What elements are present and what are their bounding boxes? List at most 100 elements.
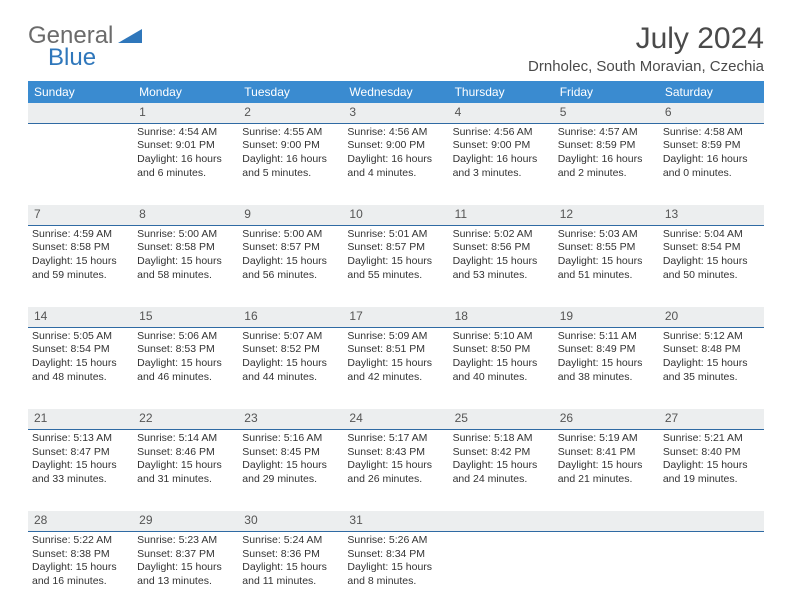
day-detail-row: Sunrise: 5:22 AMSunset: 8:38 PMDaylight:…: [28, 531, 764, 613]
day-number: 28: [28, 511, 133, 531]
day-number: 30: [238, 511, 343, 531]
day-info-line: Sunset: 8:58 PM: [137, 241, 234, 255]
day-info-line: Sunrise: 5:14 AM: [137, 432, 234, 446]
day-info-line: Sunrise: 5:11 AM: [558, 330, 655, 344]
day-info-line: Daylight: 15 hours: [242, 357, 339, 371]
day-info-line: and 21 minutes.: [558, 473, 655, 487]
day-number: 29: [133, 511, 238, 531]
day-info-line: Sunrise: 5:00 AM: [242, 228, 339, 242]
weekday-header: Friday: [554, 81, 659, 103]
day-info-line: Sunrise: 4:59 AM: [32, 228, 129, 242]
day-info-line: Daylight: 15 hours: [32, 561, 129, 575]
day-info-line: Sunset: 8:48 PM: [663, 343, 760, 357]
day-info-line: Sunrise: 5:13 AM: [32, 432, 129, 446]
day-info-line: and 2 minutes.: [558, 167, 655, 181]
day-info-line: Daylight: 15 hours: [137, 255, 234, 269]
day-cell: Sunrise: 4:59 AMSunset: 8:58 PMDaylight:…: [28, 225, 133, 307]
day-cell: Sunrise: 5:10 AMSunset: 8:50 PMDaylight:…: [449, 327, 554, 409]
day-info-line: Sunset: 8:55 PM: [558, 241, 655, 255]
day-info-line: Daylight: 16 hours: [242, 153, 339, 167]
day-info-line: and 11 minutes.: [242, 575, 339, 589]
day-info-line: Sunset: 8:45 PM: [242, 446, 339, 460]
day-cell: Sunrise: 5:26 AMSunset: 8:34 PMDaylight:…: [343, 531, 448, 613]
day-info-line: Daylight: 15 hours: [347, 255, 444, 269]
day-info-line: Daylight: 15 hours: [453, 357, 550, 371]
calendar-table: SundayMondayTuesdayWednesdayThursdayFrid…: [28, 81, 764, 613]
day-number: 4: [449, 103, 554, 123]
day-info-line: Sunset: 8:49 PM: [558, 343, 655, 357]
day-info-line: Daylight: 15 hours: [558, 459, 655, 473]
day-cell: Sunrise: 5:16 AMSunset: 8:45 PMDaylight:…: [238, 429, 343, 511]
day-info-line: Daylight: 15 hours: [242, 561, 339, 575]
day-info-line: Sunrise: 5:01 AM: [347, 228, 444, 242]
day-info-line: Sunset: 8:43 PM: [347, 446, 444, 460]
day-detail-row: Sunrise: 4:54 AMSunset: 9:01 PMDaylight:…: [28, 123, 764, 205]
day-info-line: Daylight: 15 hours: [347, 561, 444, 575]
day-info-line: Sunrise: 5:00 AM: [137, 228, 234, 242]
day-number: 15: [133, 307, 238, 327]
day-info-line: and 0 minutes.: [663, 167, 760, 181]
day-info-line: Daylight: 15 hours: [242, 459, 339, 473]
day-number: 7: [28, 205, 133, 225]
day-cell: Sunrise: 5:05 AMSunset: 8:54 PMDaylight:…: [28, 327, 133, 409]
day-info-line: and 8 minutes.: [347, 575, 444, 589]
day-info-line: Sunset: 8:53 PM: [137, 343, 234, 357]
day-info-line: Sunrise: 5:19 AM: [558, 432, 655, 446]
day-info-line: and 53 minutes.: [453, 269, 550, 283]
day-detail-row: Sunrise: 5:13 AMSunset: 8:47 PMDaylight:…: [28, 429, 764, 511]
day-info-line: Sunrise: 5:04 AM: [663, 228, 760, 242]
day-cell: Sunrise: 5:02 AMSunset: 8:56 PMDaylight:…: [449, 225, 554, 307]
day-info-line: and 56 minutes.: [242, 269, 339, 283]
day-info-line: Daylight: 15 hours: [32, 357, 129, 371]
day-info-line: Sunset: 9:00 PM: [453, 139, 550, 153]
day-info-line: Sunset: 8:42 PM: [453, 446, 550, 460]
day-number: [554, 511, 659, 531]
day-info-line: Daylight: 15 hours: [137, 459, 234, 473]
day-cell: Sunrise: 5:17 AMSunset: 8:43 PMDaylight:…: [343, 429, 448, 511]
day-number: 11: [449, 205, 554, 225]
day-info-line: Sunrise: 4:58 AM: [663, 126, 760, 140]
weekday-header: Thursday: [449, 81, 554, 103]
day-info-line: Sunset: 8:59 PM: [558, 139, 655, 153]
day-info-line: and 5 minutes.: [242, 167, 339, 181]
day-number: 18: [449, 307, 554, 327]
day-info-line: Sunset: 8:57 PM: [242, 241, 339, 255]
day-cell: Sunrise: 5:09 AMSunset: 8:51 PMDaylight:…: [343, 327, 448, 409]
day-number: 14: [28, 307, 133, 327]
weekday-header: Monday: [133, 81, 238, 103]
day-info-line: and 42 minutes.: [347, 371, 444, 385]
day-number: 1: [133, 103, 238, 123]
location: Drnholec, South Moravian, Czechia: [528, 58, 764, 75]
day-info-line: Daylight: 15 hours: [347, 459, 444, 473]
day-cell: Sunrise: 4:56 AMSunset: 9:00 PMDaylight:…: [343, 123, 448, 205]
day-info-line: Sunset: 8:57 PM: [347, 241, 444, 255]
day-number: 6: [659, 103, 764, 123]
day-info-line: Sunrise: 5:09 AM: [347, 330, 444, 344]
weekday-header: Sunday: [28, 81, 133, 103]
day-info-line: Daylight: 15 hours: [137, 357, 234, 371]
day-info-line: and 55 minutes.: [347, 269, 444, 283]
day-number: 27: [659, 409, 764, 429]
day-cell: Sunrise: 5:14 AMSunset: 8:46 PMDaylight:…: [133, 429, 238, 511]
day-cell: Sunrise: 5:06 AMSunset: 8:53 PMDaylight:…: [133, 327, 238, 409]
day-cell: [28, 123, 133, 205]
month-title: July 2024: [528, 22, 764, 56]
day-number-row: 14151617181920: [28, 307, 764, 327]
day-info-line: Sunrise: 5:12 AM: [663, 330, 760, 344]
weekday-header-row: SundayMondayTuesdayWednesdayThursdayFrid…: [28, 81, 764, 103]
day-cell: Sunrise: 5:13 AMSunset: 8:47 PMDaylight:…: [28, 429, 133, 511]
day-info-line: and 24 minutes.: [453, 473, 550, 487]
day-number: 13: [659, 205, 764, 225]
day-info-line: Sunrise: 4:55 AM: [242, 126, 339, 140]
day-number: 25: [449, 409, 554, 429]
day-info-line: Sunset: 9:00 PM: [347, 139, 444, 153]
day-number: 24: [343, 409, 448, 429]
day-info-line: Sunset: 8:40 PM: [663, 446, 760, 460]
day-info-line: Sunset: 8:41 PM: [558, 446, 655, 460]
weekday-header: Wednesday: [343, 81, 448, 103]
day-info-line: Sunrise: 5:26 AM: [347, 534, 444, 548]
day-cell: Sunrise: 4:55 AMSunset: 9:00 PMDaylight:…: [238, 123, 343, 205]
day-info-line: Daylight: 16 hours: [663, 153, 760, 167]
day-cell: Sunrise: 5:24 AMSunset: 8:36 PMDaylight:…: [238, 531, 343, 613]
day-info-line: Sunset: 8:37 PM: [137, 548, 234, 562]
